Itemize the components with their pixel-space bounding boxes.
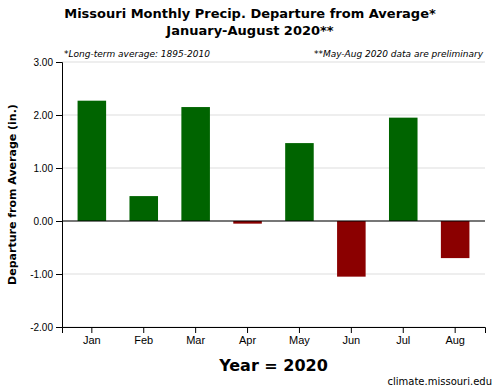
y-tick-label: 2.00	[34, 110, 54, 121]
bar	[78, 101, 107, 221]
y-tick: 2.00	[34, 110, 62, 121]
annotation: climate.missouri.edu	[388, 376, 492, 387]
x-tick-label: Mar	[186, 334, 205, 346]
x-tick-mark	[403, 327, 404, 333]
x-tick-mark	[195, 327, 196, 333]
y-tick: 1.00	[34, 163, 62, 174]
subtitle: January-August 2020**	[165, 23, 334, 38]
y-tick-mark	[56, 327, 62, 328]
x-tick-label: Jun	[342, 334, 360, 346]
y-tick: 0.00	[34, 216, 62, 227]
bar	[389, 118, 418, 221]
x-axis-title: Year = 2020	[218, 356, 328, 375]
zero-line	[62, 221, 485, 222]
x-tick-label: Jul	[396, 334, 410, 346]
x-tick-mark	[299, 327, 300, 333]
y-axis: -2.00 -1.00 0.00 1.00 2.00 3.00	[30, 57, 62, 333]
y-tick-label: -2.00	[30, 322, 53, 333]
x-tick: Jun	[342, 327, 360, 346]
bar	[129, 196, 158, 221]
x-axis-line	[63, 328, 486, 334]
y-tick: -2.00	[30, 322, 62, 333]
annotation: **May-Aug 2020 data are preliminary	[314, 49, 484, 59]
y-tick-label: -1.00	[30, 269, 53, 280]
plot: -2.00 -1.00 0.00 1.00 2.00 3.00 Jan Feb Mar Apr Ma…	[30, 57, 485, 346]
y-tick-label: 3.00	[34, 57, 54, 68]
y-tick-mark	[56, 168, 62, 169]
y-tick-mark	[56, 221, 62, 222]
bar	[441, 221, 470, 258]
grid-line	[62, 62, 485, 63]
x-tick-label: Jan	[83, 334, 101, 346]
bar	[285, 143, 314, 221]
y-tick-label: 0.00	[34, 216, 54, 227]
grid	[62, 62, 485, 327]
y-axis-line	[56, 63, 63, 328]
x-tick-label: Feb	[134, 334, 153, 346]
x-tick-mark	[351, 327, 352, 333]
y-axis-title: Departure from Average (in.)	[6, 104, 19, 285]
x-tick: Mar	[186, 327, 205, 346]
bar	[337, 221, 366, 277]
grid-line	[62, 221, 485, 222]
x-tick-mark	[455, 327, 456, 333]
annotation: *Long-term average: 1895-2010	[64, 49, 210, 59]
x-tick: Jul	[396, 327, 410, 346]
x-tick-label: Aug	[445, 334, 465, 346]
y-tick-label: 1.00	[34, 163, 54, 174]
grid-line	[62, 115, 485, 116]
x-tick-label: Apr	[239, 334, 256, 346]
x-tick-label: May	[289, 334, 310, 346]
x-tick-mark	[143, 327, 144, 333]
x-tick-mark	[91, 327, 92, 333]
x-tick: Aug	[445, 327, 465, 346]
x-tick-mark	[247, 327, 248, 333]
x-tick: Feb	[134, 327, 153, 346]
x-tick: Jan	[83, 327, 101, 346]
y-tick: 3.00	[34, 57, 62, 68]
y-tick-mark	[56, 274, 62, 275]
x-tick: May	[289, 327, 310, 346]
chart: Missouri Monthly Precip. Departure from …	[0, 0, 500, 389]
grid-line	[62, 168, 485, 169]
bar	[181, 107, 210, 221]
y-tick-mark	[56, 115, 62, 116]
grid-line	[62, 274, 485, 275]
title: Missouri Monthly Precip. Departure from …	[64, 6, 436, 21]
bars	[78, 101, 470, 277]
x-axis: Jan Feb Mar Apr May Jun Jul Aug	[63, 327, 486, 346]
x-tick: Apr	[239, 327, 256, 346]
y-tick-mark	[56, 62, 62, 63]
y-tick: -1.00	[30, 269, 62, 280]
